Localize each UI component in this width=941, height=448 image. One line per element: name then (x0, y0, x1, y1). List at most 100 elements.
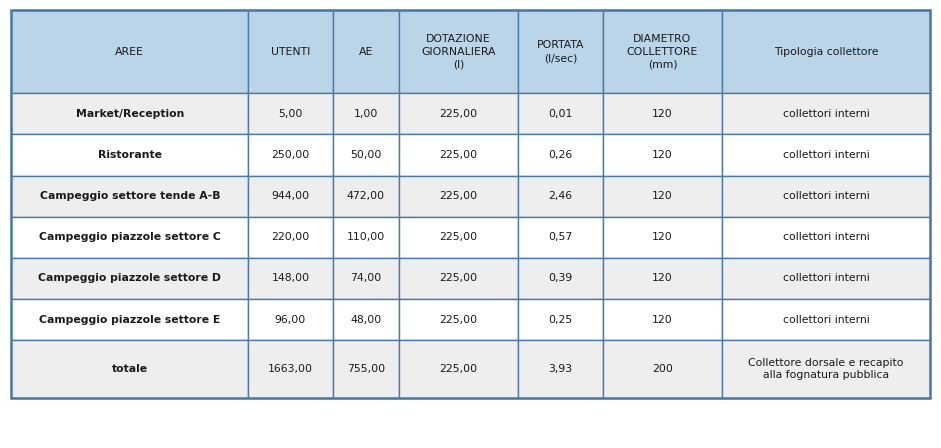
FancyBboxPatch shape (248, 217, 333, 258)
FancyBboxPatch shape (11, 340, 248, 398)
Text: 2,46: 2,46 (549, 191, 572, 201)
FancyBboxPatch shape (518, 340, 603, 398)
FancyBboxPatch shape (603, 93, 722, 134)
Text: 225,00: 225,00 (439, 232, 478, 242)
FancyBboxPatch shape (248, 134, 333, 176)
FancyBboxPatch shape (399, 258, 518, 299)
Text: 225,00: 225,00 (439, 191, 478, 201)
Text: DIAMETRO
COLLETTORE
(mm): DIAMETRO COLLETTORE (mm) (627, 34, 698, 69)
Text: 96,00: 96,00 (275, 314, 306, 324)
FancyBboxPatch shape (333, 299, 399, 340)
Text: collettori interni: collettori interni (783, 191, 869, 201)
FancyBboxPatch shape (518, 10, 603, 93)
Text: 110,00: 110,00 (346, 232, 385, 242)
Text: 50,00: 50,00 (350, 150, 381, 160)
FancyBboxPatch shape (333, 10, 399, 93)
FancyBboxPatch shape (518, 258, 603, 299)
Text: 120: 120 (652, 191, 673, 201)
Text: 944,00: 944,00 (271, 191, 310, 201)
FancyBboxPatch shape (722, 340, 930, 398)
Text: Campeggio piazzole settore D: Campeggio piazzole settore D (39, 273, 221, 284)
FancyBboxPatch shape (399, 217, 518, 258)
FancyBboxPatch shape (603, 217, 722, 258)
Text: UTENTI: UTENTI (271, 47, 311, 56)
Text: Ristorante: Ristorante (98, 150, 162, 160)
Text: 225,00: 225,00 (439, 150, 478, 160)
FancyBboxPatch shape (11, 299, 248, 340)
FancyBboxPatch shape (722, 258, 930, 299)
Text: DOTAZIONE
GIORNALIERA
(l): DOTAZIONE GIORNALIERA (l) (422, 34, 496, 69)
FancyBboxPatch shape (333, 258, 399, 299)
Text: 755,00: 755,00 (346, 364, 385, 374)
Text: 120: 120 (652, 232, 673, 242)
FancyBboxPatch shape (248, 10, 333, 93)
Text: 200: 200 (652, 364, 673, 374)
Text: 0,25: 0,25 (549, 314, 573, 324)
Text: 148,00: 148,00 (271, 273, 310, 284)
FancyBboxPatch shape (603, 10, 722, 93)
FancyBboxPatch shape (399, 176, 518, 217)
FancyBboxPatch shape (518, 134, 603, 176)
Text: collettori interni: collettori interni (783, 232, 869, 242)
FancyBboxPatch shape (603, 134, 722, 176)
Text: totale: totale (112, 364, 148, 374)
Text: 1663,00: 1663,00 (268, 364, 313, 374)
FancyBboxPatch shape (248, 340, 333, 398)
FancyBboxPatch shape (722, 176, 930, 217)
FancyBboxPatch shape (603, 176, 722, 217)
FancyBboxPatch shape (333, 93, 399, 134)
FancyBboxPatch shape (722, 10, 930, 93)
FancyBboxPatch shape (722, 93, 930, 134)
Text: 220,00: 220,00 (271, 232, 310, 242)
Text: 0,01: 0,01 (549, 109, 573, 119)
FancyBboxPatch shape (518, 176, 603, 217)
FancyBboxPatch shape (518, 217, 603, 258)
Text: Campeggio settore tende A-B: Campeggio settore tende A-B (40, 191, 220, 201)
Text: 225,00: 225,00 (439, 109, 478, 119)
FancyBboxPatch shape (11, 217, 248, 258)
FancyBboxPatch shape (518, 299, 603, 340)
Text: 250,00: 250,00 (271, 150, 310, 160)
FancyBboxPatch shape (722, 217, 930, 258)
Text: 5,00: 5,00 (279, 109, 303, 119)
Text: 120: 120 (652, 109, 673, 119)
FancyBboxPatch shape (11, 134, 248, 176)
Text: collettori interni: collettori interni (783, 150, 869, 160)
Text: collettori interni: collettori interni (783, 109, 869, 119)
Text: AREE: AREE (116, 47, 144, 56)
FancyBboxPatch shape (248, 258, 333, 299)
FancyBboxPatch shape (333, 217, 399, 258)
FancyBboxPatch shape (11, 258, 248, 299)
FancyBboxPatch shape (399, 134, 518, 176)
FancyBboxPatch shape (333, 340, 399, 398)
Text: 120: 120 (652, 273, 673, 284)
Text: Market/Reception: Market/Reception (75, 109, 183, 119)
FancyBboxPatch shape (11, 10, 248, 93)
FancyBboxPatch shape (399, 93, 518, 134)
FancyBboxPatch shape (722, 299, 930, 340)
FancyBboxPatch shape (518, 93, 603, 134)
Text: 0,57: 0,57 (549, 232, 573, 242)
FancyBboxPatch shape (11, 176, 248, 217)
Text: collettori interni: collettori interni (783, 314, 869, 324)
FancyBboxPatch shape (399, 340, 518, 398)
Text: 48,00: 48,00 (350, 314, 381, 324)
FancyBboxPatch shape (248, 299, 333, 340)
FancyBboxPatch shape (603, 340, 722, 398)
FancyBboxPatch shape (399, 10, 518, 93)
Text: Campeggio piazzole settore E: Campeggio piazzole settore E (40, 314, 220, 324)
Text: 0,26: 0,26 (549, 150, 573, 160)
Text: 3,93: 3,93 (549, 364, 572, 374)
FancyBboxPatch shape (722, 134, 930, 176)
FancyBboxPatch shape (11, 93, 248, 134)
Text: 120: 120 (652, 150, 673, 160)
Text: 74,00: 74,00 (350, 273, 381, 284)
Text: AE: AE (359, 47, 373, 56)
Text: 225,00: 225,00 (439, 273, 478, 284)
Text: Campeggio piazzole settore C: Campeggio piazzole settore C (39, 232, 221, 242)
Text: 120: 120 (652, 314, 673, 324)
FancyBboxPatch shape (603, 258, 722, 299)
Text: PORTATA
(l/sec): PORTATA (l/sec) (536, 40, 584, 63)
FancyBboxPatch shape (333, 134, 399, 176)
FancyBboxPatch shape (248, 93, 333, 134)
